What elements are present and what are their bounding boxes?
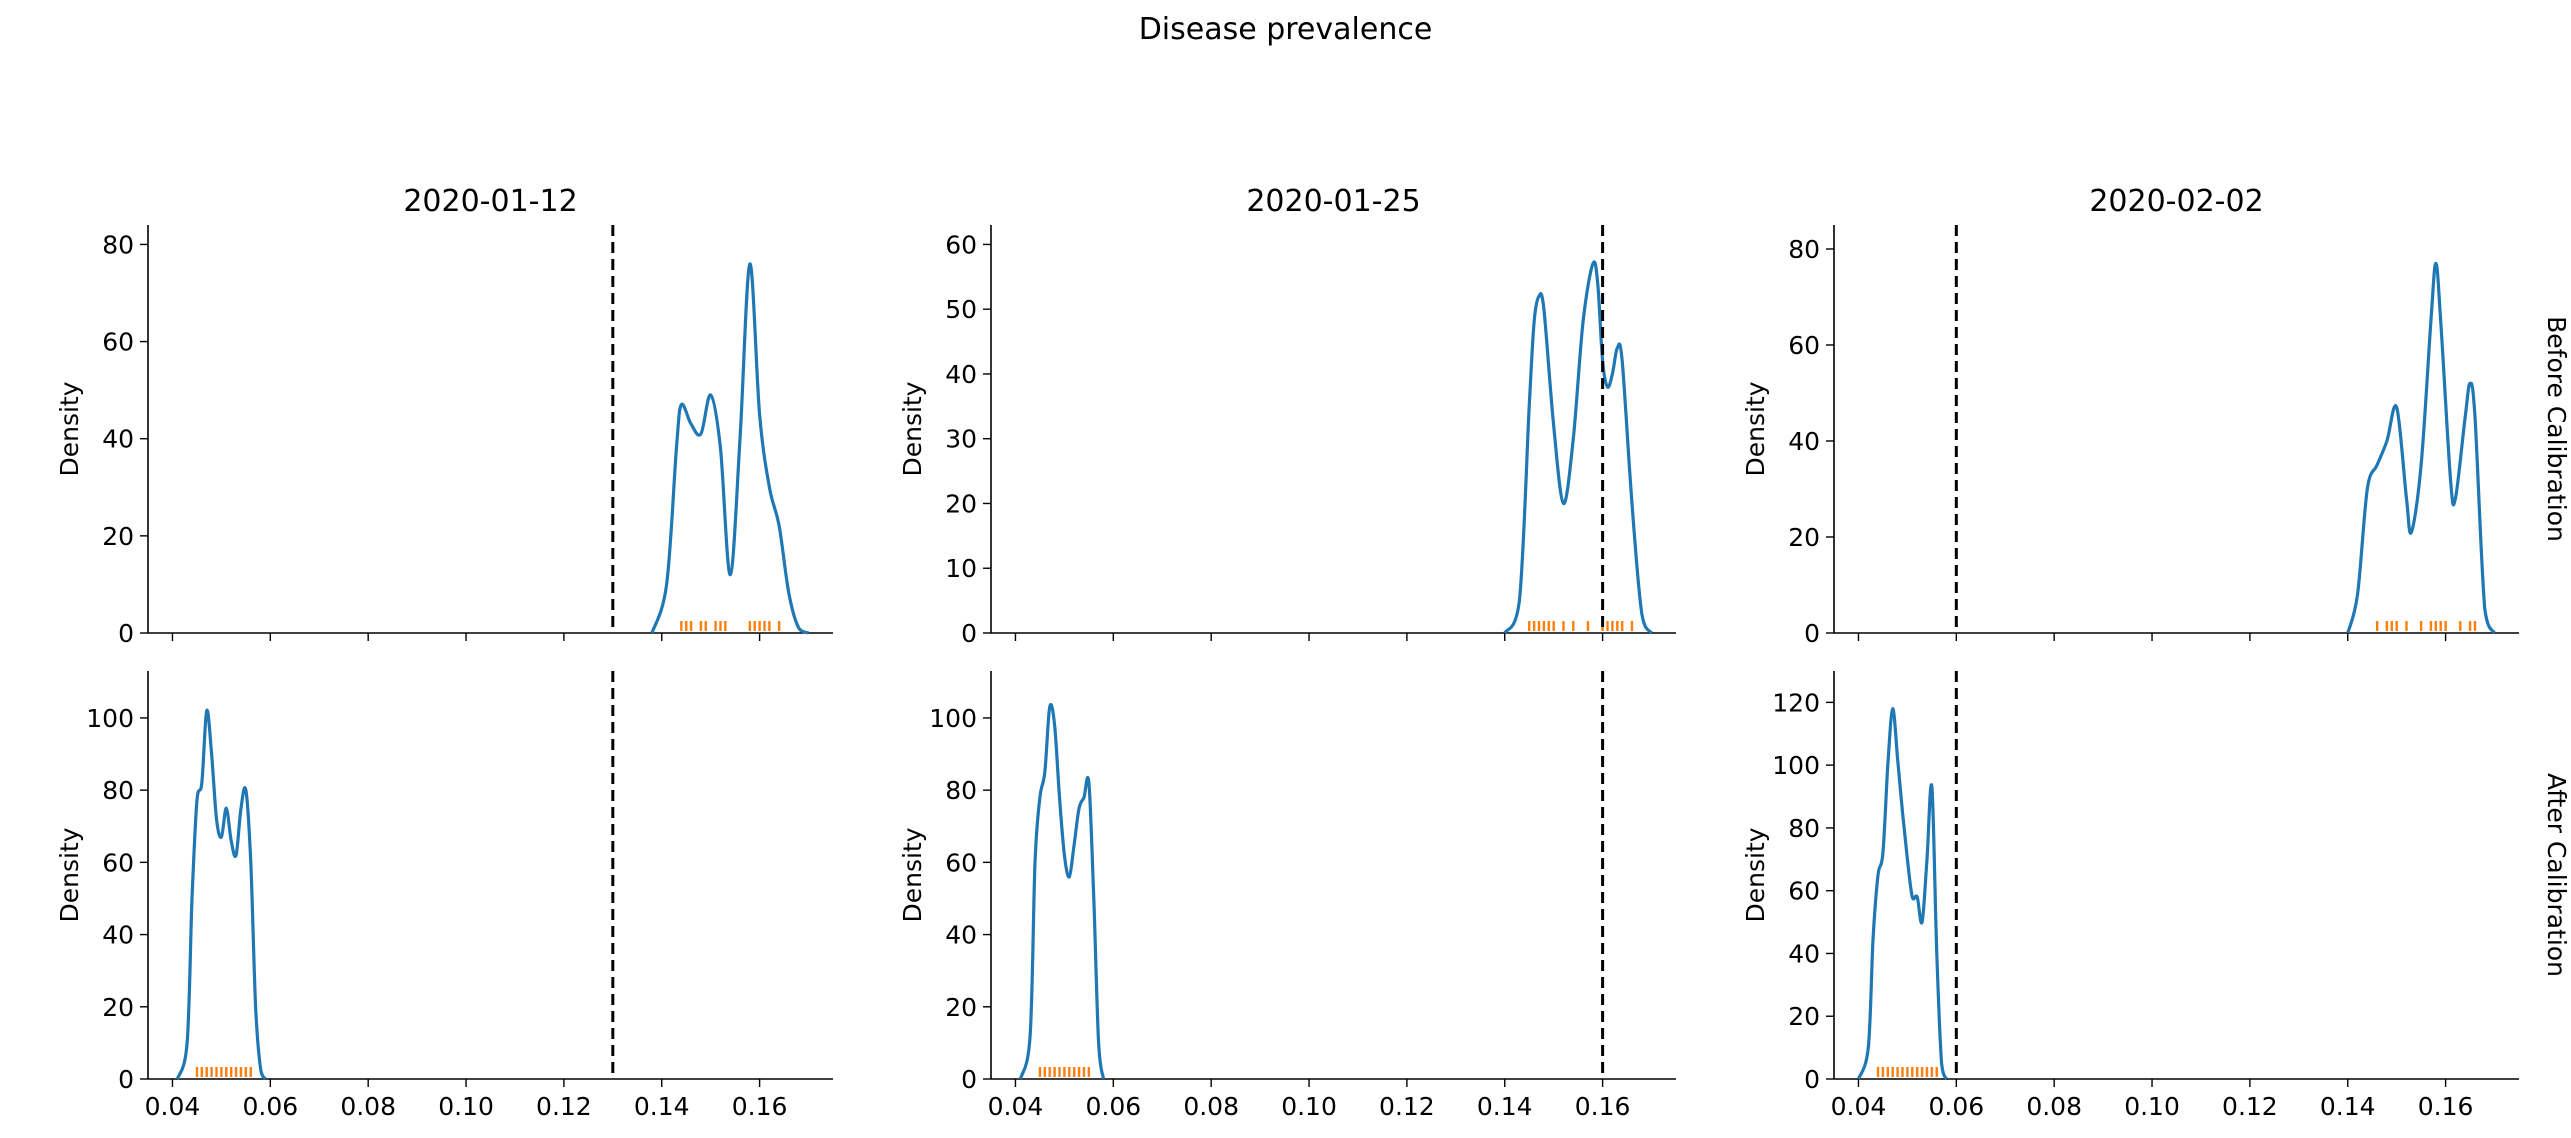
- x-tick-label: 0.08: [1183, 1092, 1239, 1121]
- y-axis-label: Density: [898, 827, 927, 922]
- x-tick-label: 0.06: [1085, 1092, 1141, 1121]
- column-title: 2020-01-12: [403, 184, 577, 219]
- density-curve: [2346, 261, 2496, 634]
- x-tick-label: 0.08: [2026, 1092, 2082, 1121]
- x-tick-label: 0.14: [1477, 1092, 1533, 1121]
- y-tick-label: 120: [1772, 688, 1820, 717]
- x-tick-label: 0.16: [732, 1092, 788, 1121]
- y-tick-label: 60: [102, 848, 134, 877]
- y-tick-label: 40: [102, 425, 134, 454]
- density-curve: [1503, 260, 1653, 634]
- y-axis-label: Density: [55, 381, 84, 476]
- y-tick-label: 60: [102, 328, 134, 357]
- x-tick-label: 0.12: [2222, 1092, 2278, 1121]
- y-tick-label: 0: [118, 1065, 134, 1094]
- y-tick-label: 60: [945, 848, 977, 877]
- y-tick-label: 0: [961, 1065, 977, 1094]
- y-tick-label: 80: [102, 230, 134, 259]
- y-tick-label: 20: [102, 522, 134, 551]
- density-panel: 0 20 40 60 80 Density: [1741, 225, 2519, 648]
- y-tick-label: 20: [945, 993, 977, 1022]
- y-tick-label: 40: [1788, 939, 1820, 968]
- x-tick-label: 0.06: [242, 1092, 298, 1121]
- y-tick-label: 40: [102, 921, 134, 950]
- density-curve: [175, 708, 267, 1080]
- y-tick-label: 100: [86, 704, 134, 733]
- density-curve: [1018, 702, 1106, 1080]
- x-tick-label: 0.16: [1575, 1092, 1631, 1121]
- y-axis-label: Density: [55, 827, 84, 922]
- y-tick-label: 30: [945, 425, 977, 454]
- x-tick-label: 0.06: [1928, 1092, 1984, 1121]
- x-tick-label: 0.08: [340, 1092, 396, 1121]
- y-tick-label: 0: [961, 619, 977, 648]
- y-axis-label: Density: [1741, 381, 1770, 476]
- y-tick-label: 20: [1788, 1002, 1820, 1031]
- density-curve: [1856, 707, 1949, 1080]
- y-tick-label: 0: [1804, 1065, 1820, 1094]
- y-axis-label: Density: [898, 381, 927, 476]
- density-panel: 0 20 40 60 80 100 120 0.04 0.06 0.08 0.10 0.12 0.14 0…: [1741, 671, 2519, 1121]
- y-tick-label: 20: [102, 993, 134, 1022]
- y-tick-label: 80: [102, 776, 134, 805]
- column-title: 2020-01-25: [1246, 184, 1420, 219]
- x-tick-label: 0.12: [1379, 1092, 1435, 1121]
- y-tick-label: 60: [1788, 331, 1820, 360]
- y-axis-label: Density: [1741, 827, 1770, 922]
- y-tick-label: 40: [945, 921, 977, 950]
- x-tick-label: 0.04: [1831, 1092, 1887, 1121]
- x-tick-label: 0.14: [2320, 1092, 2376, 1121]
- y-tick-label: 60: [945, 230, 977, 259]
- x-tick-label: 0.16: [2418, 1092, 2474, 1121]
- density-panel: 0 10 20 30 40 50 60 Density: [898, 225, 1676, 648]
- x-tick-label: 0.04: [988, 1092, 1044, 1121]
- x-tick-label: 0.10: [2124, 1092, 2180, 1121]
- row-label: Before Calibration: [2542, 316, 2571, 542]
- y-tick-label: 0: [1804, 619, 1820, 648]
- x-tick-label: 0.10: [1281, 1092, 1337, 1121]
- y-tick-label: 60: [1788, 877, 1820, 906]
- y-tick-label: 80: [1788, 814, 1820, 843]
- row-label: After Calibration: [2542, 773, 2571, 977]
- y-tick-label: 50: [945, 295, 977, 324]
- x-tick-label: 0.10: [438, 1092, 494, 1121]
- x-tick-label: 0.14: [634, 1092, 690, 1121]
- density-panel: 0 20 40 60 80 100 0.04 0.06 0.08 0.10 0.12 0.14 0.16…: [55, 671, 833, 1121]
- density-panel: 0 20 40 60 80 100 0.04 0.06 0.08 0.10 0.12 0.14 0.16…: [898, 671, 1676, 1121]
- density-curve: [650, 262, 810, 635]
- y-tick-label: 20: [945, 489, 977, 518]
- y-tick-label: 100: [1772, 751, 1820, 780]
- x-tick-label: 0.12: [536, 1092, 592, 1121]
- y-tick-label: 40: [1788, 427, 1820, 456]
- y-tick-label: 20: [1788, 523, 1820, 552]
- y-tick-label: 100: [929, 704, 977, 733]
- y-tick-label: 0: [118, 619, 134, 648]
- column-title: 2020-02-02: [2089, 184, 2263, 219]
- figure-title: Disease prevalence: [1138, 12, 1433, 47]
- y-tick-label: 40: [945, 360, 977, 389]
- x-tick-label: 0.04: [145, 1092, 201, 1121]
- y-tick-label: 10: [945, 554, 977, 583]
- y-tick-label: 80: [945, 776, 977, 805]
- density-panel: 0 20 40 60 80 Density: [55, 225, 833, 648]
- y-tick-label: 80: [1788, 235, 1820, 264]
